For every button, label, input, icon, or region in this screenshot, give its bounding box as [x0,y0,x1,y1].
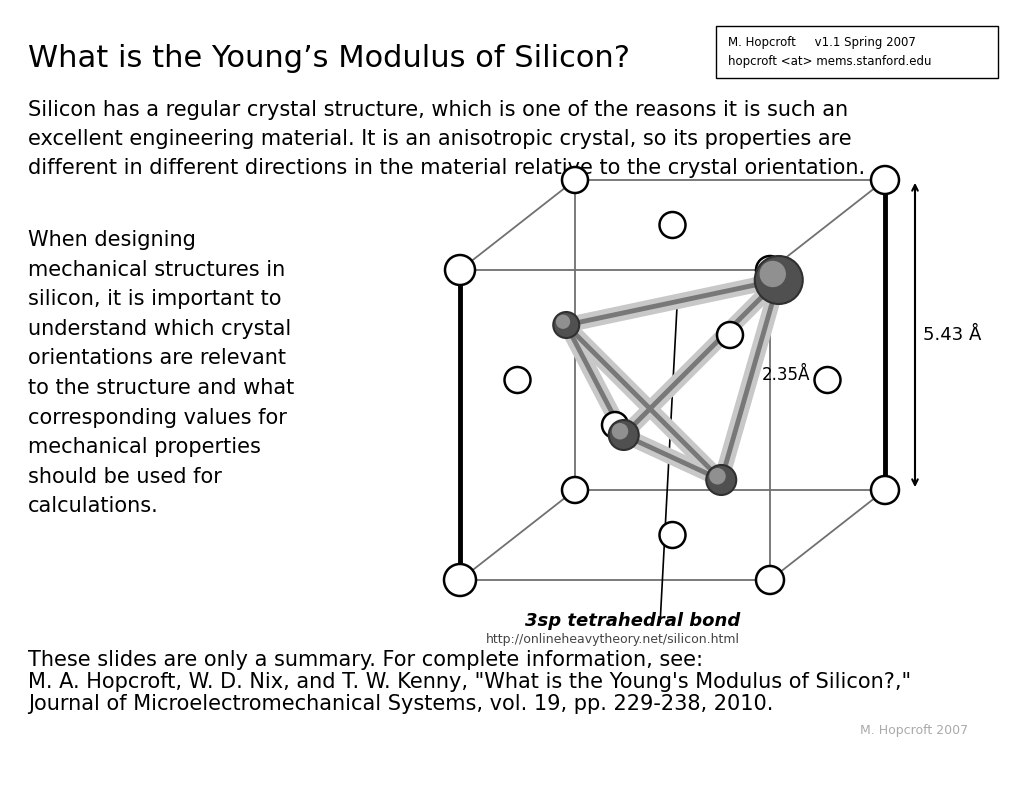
Circle shape [561,477,587,503]
Text: What is the Young’s Modulus of Silicon?: What is the Young’s Modulus of Silicon? [28,43,630,72]
Circle shape [561,167,587,193]
Circle shape [759,261,786,287]
Text: M. Hopcroft     v1.1 Spring 2007: M. Hopcroft v1.1 Spring 2007 [728,35,915,49]
Circle shape [659,522,685,548]
Text: M. Hopcroft 2007: M. Hopcroft 2007 [859,724,967,737]
Circle shape [659,212,685,238]
Circle shape [708,468,726,485]
Circle shape [755,256,784,284]
Text: 2.35Å: 2.35Å [761,366,810,384]
Circle shape [443,564,476,596]
Text: When designing
mechanical structures in
silicon, it is important to
understand w: When designing mechanical structures in … [28,230,293,516]
Circle shape [716,322,742,348]
Circle shape [870,476,898,504]
Text: http://onlineheavytheory.net/silicon.html: http://onlineheavytheory.net/silicon.htm… [485,633,739,646]
Circle shape [552,312,579,338]
Circle shape [601,412,628,438]
Circle shape [444,255,475,285]
Circle shape [504,367,530,393]
Text: 5.43 Å: 5.43 Å [922,326,980,344]
Circle shape [755,566,784,594]
Circle shape [814,367,840,393]
Text: hopcroft <at> mems.stanford.edu: hopcroft <at> mems.stanford.edu [728,54,930,68]
Circle shape [754,256,802,304]
Circle shape [555,314,570,329]
Circle shape [870,166,898,194]
Text: Silicon has a regular crystal structure, which is one of the reasons it is such : Silicon has a regular crystal structure,… [28,100,864,177]
Circle shape [608,420,638,450]
Circle shape [705,465,736,495]
Text: 3sp tetrahedral bond: 3sp tetrahedral bond [524,612,739,630]
Text: Journal of Microelectromechanical Systems, vol. 19, pp. 229-238, 2010.: Journal of Microelectromechanical System… [28,694,772,714]
Circle shape [611,423,628,440]
Text: M. A. Hopcroft, W. D. Nix, and T. W. Kenny, "What is the Young's Modulus of Sili: M. A. Hopcroft, W. D. Nix, and T. W. Ken… [28,672,910,692]
Text: These slides are only a summary. For complete information, see:: These slides are only a summary. For com… [28,650,702,670]
FancyBboxPatch shape [715,26,997,78]
